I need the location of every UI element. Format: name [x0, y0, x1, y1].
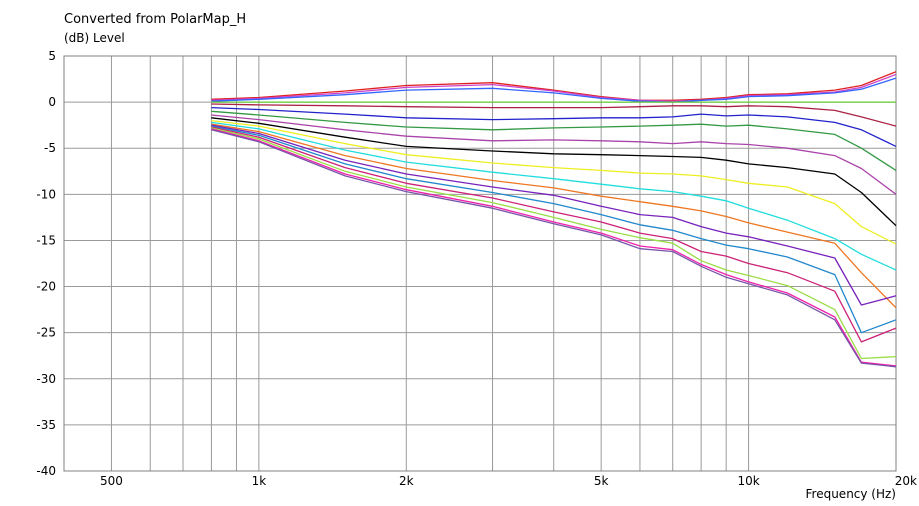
series-line-16 [211, 127, 897, 360]
series-line-13 [211, 124, 897, 306]
series-line-12 [211, 123, 897, 309]
y-tick-label: -35 [36, 418, 56, 432]
series-line-15 [211, 126, 897, 343]
series-line-5 [211, 103, 897, 127]
series-line-17 [211, 128, 897, 367]
y-tick-label: -10 [36, 187, 56, 201]
y-tick-label: -20 [36, 280, 56, 294]
series-line-8 [211, 114, 897, 195]
x-tick-label: 500 [100, 474, 123, 488]
x-tick-label: 10k [737, 474, 759, 488]
x-tick-label: 2k [399, 474, 414, 488]
y-tick-label: -30 [36, 372, 56, 386]
series-line-14 [211, 125, 897, 334]
series-line-2 [211, 73, 897, 102]
chart-title: Converted from PolarMap_H [64, 12, 247, 27]
x-tick-label: 20k [895, 474, 917, 488]
x-tick-label: 5k [594, 474, 609, 488]
x-tick-label: 1k [252, 474, 267, 488]
y-tick-label: 0 [48, 95, 56, 109]
y-axis-label: (dB) Level [64, 31, 125, 45]
series-line-7 [211, 110, 897, 171]
series-line-6 [211, 106, 897, 147]
y-tick-label: -40 [36, 464, 56, 478]
x-axis-label: Frequency (Hz) [805, 487, 897, 501]
y-tick-label: -15 [36, 233, 56, 247]
series-line-18 [211, 129, 897, 368]
y-tick-label: -25 [36, 326, 56, 340]
series-line-11 [211, 121, 897, 271]
series-line-9 [211, 117, 897, 227]
y-tick-label: -5 [44, 141, 56, 155]
y-tick-label: 5 [48, 49, 56, 63]
series-line-10 [211, 119, 897, 245]
plot-frame [63, 55, 897, 472]
